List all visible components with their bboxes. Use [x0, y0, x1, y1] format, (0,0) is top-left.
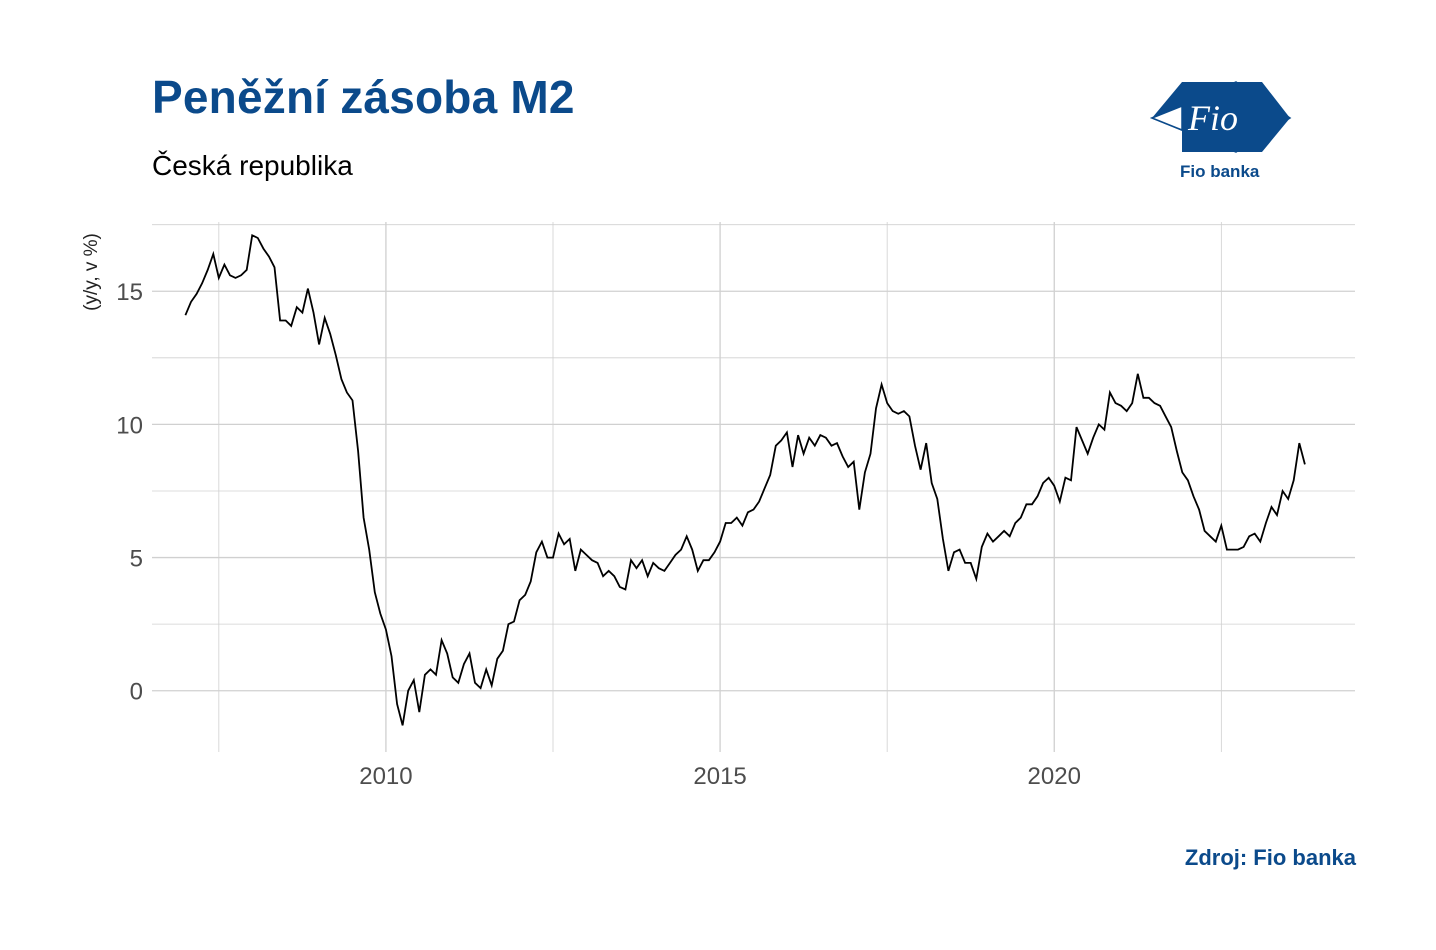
x-tick-label: 2020 — [1028, 763, 1081, 790]
fio-logo-icon: Fio — [1150, 81, 1292, 153]
fio-logo-label: Fio banka — [1180, 162, 1260, 181]
chart-title: Peněžní zásoba M2 — [152, 71, 575, 123]
y-tick-label: 10 — [116, 412, 143, 439]
y-tick-label: 5 — [130, 546, 143, 573]
x-tick-label: 2015 — [693, 763, 746, 790]
chart-subtitle: Česká republika — [152, 150, 353, 181]
series-line — [184, 233, 1306, 726]
y-tick-label: 15 — [116, 279, 143, 306]
fio-logo-wordmark: Fio — [1187, 98, 1238, 138]
x-tick-labels: 2010 2015 2020 — [359, 763, 1081, 790]
y-tick-label: 0 — [130, 679, 143, 706]
y-axis-label: (y/y, v %) — [81, 233, 102, 311]
source-note: Zdroj: Fio banka — [1184, 845, 1356, 870]
x-tick-label: 2010 — [359, 763, 412, 790]
y-tick-labels: 0 5 10 15 — [116, 279, 143, 705]
grid — [152, 222, 1355, 752]
